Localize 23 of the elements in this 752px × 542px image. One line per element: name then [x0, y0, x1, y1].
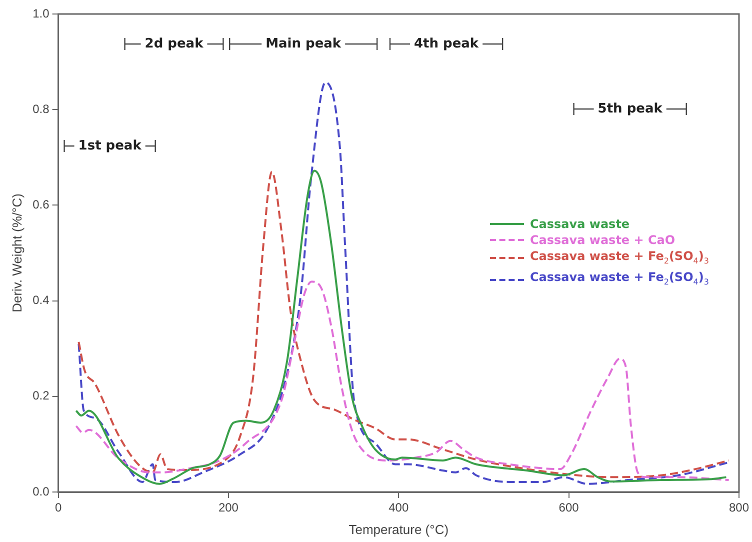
x-tick-label: 600 — [558, 500, 580, 515]
annotation: Main peak — [266, 36, 342, 52]
legend-label: Cassava waste + CaO — [530, 232, 676, 248]
y-tick-label: 0.6 — [32, 198, 50, 212]
y-tick-label: 0.8 — [32, 102, 50, 116]
x-axis-title: Temperature (°C) — [348, 522, 449, 537]
annotation: 2d peak — [144, 36, 204, 52]
y-tick-label: 0.4 — [32, 293, 50, 308]
legend-label: Cassava waste + Fe$_{2}$(SO$_{4}$)$_{3}$ — [530, 248, 709, 267]
y-tick-label: 0.2 — [32, 388, 50, 403]
x-tick-label: 200 — [218, 500, 239, 515]
legend-label: Cassava waste + Fe$_{2}$(SO$_{4}$)$_{3}$ — [530, 268, 709, 288]
x-tick-label: 400 — [388, 500, 409, 515]
line-series — [78, 81, 730, 485]
legend-label: Cassava waste — [530, 216, 630, 232]
annotation: 4th peak — [414, 36, 479, 52]
x-tick-label: 800 — [728, 500, 750, 515]
annotation: 5th peak — [598, 101, 663, 116]
annotation: 1st peak — [78, 138, 142, 154]
x-tick-label: 0 — [54, 500, 62, 515]
y-axis-title: Deriv. Weight (%/°C) — [9, 194, 24, 312]
y-tick-label: 0.0 — [32, 484, 50, 498]
y-tick-label: 1.0 — [32, 6, 50, 20]
